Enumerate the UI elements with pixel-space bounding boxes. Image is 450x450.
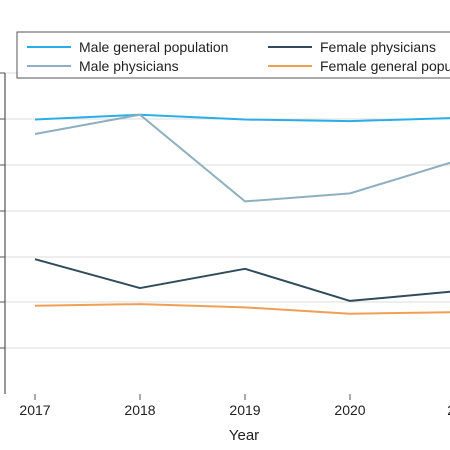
series-lines — [34, 113, 450, 315]
legend-label: Male physicians — [79, 58, 179, 74]
legend-label: Female general populatio — [320, 58, 450, 74]
x-tick-labels: 201720182019202020 — [19, 394, 450, 418]
x-tick-label: 2017 — [19, 402, 50, 418]
legend-box — [16, 31, 450, 79]
x-tick-label: 2018 — [124, 402, 155, 418]
series-line-3 — [34, 303, 450, 315]
x-tick-label: 2019 — [229, 402, 260, 418]
grid-lines — [0, 72, 450, 349]
series-line-1 — [34, 113, 450, 203]
legend-label: Male general population — [79, 39, 228, 55]
series-line-2 — [34, 258, 450, 302]
legend-label: Female physicians — [320, 39, 436, 55]
legend-items: Male general population Female physicians… — [27, 39, 450, 74]
x-tick-label: 20 — [447, 402, 450, 418]
x-tick-label: 2020 — [334, 402, 365, 418]
series-line-0 — [34, 113, 450, 123]
x-axis-label: Year — [229, 427, 259, 444]
legend: Male general population Female physicians… — [16, 31, 450, 79]
